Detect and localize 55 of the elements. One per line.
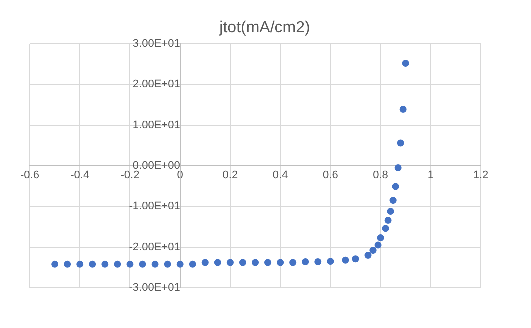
point xyxy=(277,259,284,266)
y-tick-label: 0.00E+00 xyxy=(132,160,180,172)
y-tick-label: 1.00E+01 xyxy=(132,119,180,132)
x-tick-label: 0.6 xyxy=(323,170,338,182)
point xyxy=(214,259,222,266)
y-tick-label: 3.00E+01 xyxy=(132,38,180,50)
x-tick-label: -0.2 xyxy=(120,170,140,182)
point xyxy=(400,106,407,113)
point xyxy=(384,216,392,224)
x-tick-label: 0.2 xyxy=(222,170,238,182)
chart-title: jtot(mA/cm2) xyxy=(218,19,310,36)
point xyxy=(64,260,72,268)
point xyxy=(314,258,322,266)
point xyxy=(392,183,400,190)
point xyxy=(364,252,372,259)
point xyxy=(390,197,397,204)
point xyxy=(402,60,410,68)
point xyxy=(126,260,134,268)
point xyxy=(226,259,234,266)
point xyxy=(382,225,390,232)
point xyxy=(397,140,404,147)
x-tick-label: 0.8 xyxy=(373,170,388,182)
point xyxy=(264,259,272,266)
point xyxy=(89,260,96,268)
x-tick-label: -0.4 xyxy=(70,170,90,182)
y-tick-label: -3.00E+01 xyxy=(129,282,180,294)
point xyxy=(152,260,159,268)
y-tick-label: 2.00E+01 xyxy=(132,78,180,91)
point xyxy=(302,258,310,266)
x-tick-label: 1 xyxy=(428,170,434,182)
y-tick-label: -1.00E+01 xyxy=(129,200,180,213)
point xyxy=(290,259,297,266)
x-tick-label: -0.6 xyxy=(20,170,40,182)
point xyxy=(352,256,360,263)
point xyxy=(374,242,382,249)
point xyxy=(370,247,377,254)
point xyxy=(377,234,384,242)
point xyxy=(394,164,402,172)
point xyxy=(139,260,146,268)
point xyxy=(189,260,196,268)
point xyxy=(164,260,172,268)
point xyxy=(202,259,209,266)
point xyxy=(176,260,184,268)
point xyxy=(342,256,350,264)
point xyxy=(76,260,84,268)
point xyxy=(239,259,246,266)
point xyxy=(52,260,59,268)
point xyxy=(102,260,109,268)
x-tick-label: 1.2 xyxy=(473,170,489,182)
point xyxy=(327,258,334,266)
point xyxy=(387,208,394,216)
point xyxy=(114,260,122,268)
x-tick-label: 0.4 xyxy=(272,170,288,182)
y-tick-label: -2.00E+01 xyxy=(129,241,180,254)
point xyxy=(252,259,259,266)
